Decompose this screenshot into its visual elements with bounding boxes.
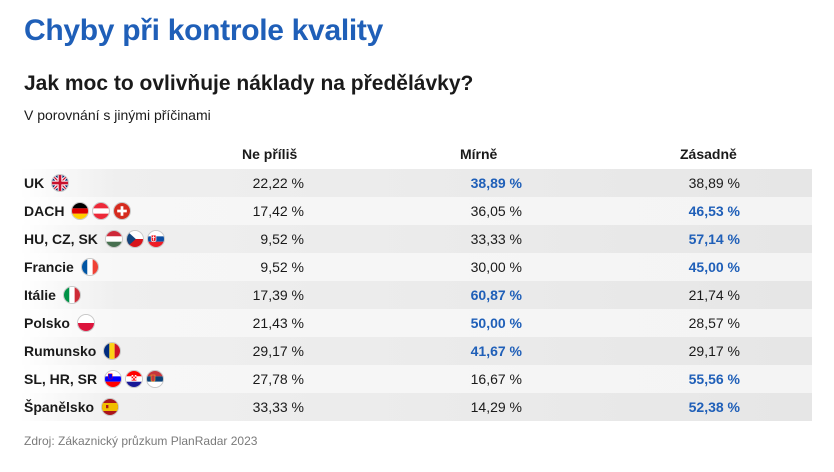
value-cell-ne-prilis: 27,78 % [252,371,304,387]
value-cell-mirne: 16,67 % [470,371,522,387]
table-row: Španělsko 33,33 % 14,29 % 52,38 % [20,393,812,421]
value-cell-zasadne: 52,38 % [688,399,740,415]
flag-ch-icon [113,202,132,220]
flag-cz-icon [125,230,144,248]
value-cell-zasadne: 45,00 % [688,259,740,275]
table-row: Itálie 17,39 % 60,87 % 21,74 % [20,281,812,309]
flag-rs-icon [146,370,165,388]
country-cell: HU, CZ, SK [24,225,165,253]
country-name: SL, HR, SR [24,371,98,387]
country-name: UK [24,175,45,191]
source-note: Zdroj: Zákaznický průzkum PlanRadar 2023 [24,434,258,448]
value-cell-zasadne: 28,57 % [688,315,740,331]
value-cell-zasadne: 21,74 % [688,287,740,303]
column-header-zasadne: Zásadně [680,146,737,162]
table-row: DACH 17,42 % 36,05 % 46,53 % [20,197,812,225]
value-cell-zasadne: 29,17 % [688,343,740,359]
column-header-ne-prilis: Ne příliš [242,146,298,162]
country-cell: Rumunsko [24,337,122,365]
value-cell-ne-prilis: 29,17 % [252,343,304,359]
table-body: UK 22,22 % 38,89 % 38,89 % DACH 17,42 % 36,05 … [20,169,812,421]
table-row: Polsko 21,43 % 50,00 % 28,57 % [20,309,812,337]
country-name: DACH [24,203,65,219]
country-cell: UK [24,169,70,197]
country-cell: SL, HR, SR [24,365,165,393]
value-cell-mirne: 38,89 % [470,175,522,191]
flag-uk-icon [51,174,70,192]
value-cell-mirne: 41,67 % [470,343,522,359]
column-header-mirne: Mírně [460,146,498,162]
table-row: Francie 9,52 % 30,00 % 45,00 % [20,253,812,281]
country-cell: Francie [24,253,99,281]
page-title: Chyby při kontrole kvality [24,14,383,47]
value-cell-ne-prilis: 22,22 % [252,175,304,191]
flag-fr-icon [80,258,99,276]
value-cell-mirne: 33,33 % [470,231,522,247]
flag-si-icon [104,370,123,388]
flag-pl-icon [76,314,95,332]
flag-hr-icon [125,370,144,388]
value-cell-zasadne: 55,56 % [688,371,740,387]
value-cell-mirne: 60,87 % [470,287,522,303]
value-cell-ne-prilis: 17,42 % [252,203,304,219]
value-cell-mirne: 36,05 % [470,203,522,219]
country-cell: Španělsko [24,393,120,421]
value-cell-ne-prilis: 9,52 % [260,231,304,247]
value-cell-ne-prilis: 17,39 % [252,287,304,303]
chart-caption: V porovnání s jinými příčinami [24,107,211,123]
value-cell-zasadne: 57,14 % [688,231,740,247]
table-row: Rumunsko 29,17 % 41,67 % 29,17 % [20,337,812,365]
country-cell: Itálie [24,281,81,309]
flag-at-icon [92,202,111,220]
flag-de-icon [71,202,90,220]
table-header-row: Ne příliš Mírně Zásadně [20,143,812,169]
chart-subtitle: Jak moc to ovlivňuje náklady na předěláv… [24,72,474,95]
table-row: SL, HR, SR 27,78 % 16,67 % 55,56 % [20,365,812,393]
value-cell-mirne: 50,00 % [470,315,522,331]
flag-it-icon [62,286,81,304]
value-cell-ne-prilis: 9,52 % [260,259,304,275]
value-cell-mirne: 14,29 % [470,399,522,415]
country-cell: Polsko [24,309,95,337]
country-name: Španělsko [24,399,95,415]
table-row: HU, CZ, SK 9,52 % 33,33 % 57,14 % [20,225,812,253]
country-name: Polsko [24,315,70,331]
value-cell-zasadne: 38,89 % [688,175,740,191]
country-name: HU, CZ, SK [24,231,98,247]
value-cell-ne-prilis: 21,43 % [252,315,304,331]
flag-es-icon [101,398,120,416]
country-name: Francie [24,259,74,275]
flag-sk-icon [146,230,165,248]
value-cell-ne-prilis: 33,33 % [252,399,304,415]
table-row: UK 22,22 % 38,89 % 38,89 % [20,169,812,197]
country-name: Itálie [24,287,56,303]
results-table: Ne příliš Mírně Zásadně UK 22,22 % 38,89 %… [20,143,812,421]
country-name: Rumunsko [24,343,97,359]
flag-ro-icon [103,342,122,360]
value-cell-zasadne: 46,53 % [688,203,740,219]
value-cell-mirne: 30,00 % [470,259,522,275]
country-cell: DACH [24,197,132,225]
flag-hu-icon [104,230,123,248]
